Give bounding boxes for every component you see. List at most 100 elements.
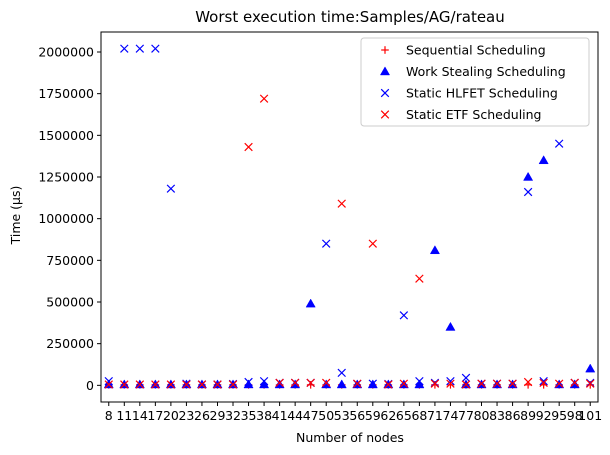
x-tick-label: 38 [256,408,272,423]
legend-box [360,37,590,127]
data-point [259,376,269,386]
data-point [399,379,409,388]
data-point [337,368,346,378]
data-point [305,298,316,308]
y-tick-label: 1500000 [38,128,94,143]
data-point [135,44,145,53]
x-tick-label: 92 [536,408,552,423]
data-point [399,311,409,320]
x-tick-label: 98 [567,408,583,423]
data-point [182,380,191,389]
x-tick-label: 50 [318,408,334,423]
data-point [151,380,160,389]
y-tick-label: 500000 [46,295,94,310]
y-tick-label: 0 [86,378,94,393]
data-point [415,274,424,283]
data-point [120,44,129,53]
data-point [336,379,347,389]
x-tick-label: 65 [396,408,412,423]
legend-marker [380,110,390,119]
x-tick-label: 59 [365,408,381,423]
data-point [197,380,207,389]
x-tick-label: 35 [241,408,257,423]
chart-title: Worst execution time:Samples/AG/rateau [195,8,505,26]
data-point [523,171,534,181]
data-point [523,187,533,197]
x-tick-label: 14 [132,408,148,423]
data-point [461,380,471,389]
data-point [430,379,440,388]
x-tick-label: 11 [116,408,132,423]
data-point [321,239,331,248]
x-tick-label: 56 [349,408,365,423]
data-point [539,376,548,386]
x-tick-label: 44 [287,408,303,423]
data-point [244,142,253,152]
x-tick-label: 8 [105,408,113,423]
data-point [538,155,549,165]
y-tick-label: 1250000 [38,170,94,185]
legend-label: Static HLFET Scheduling [406,86,558,101]
axes-frame [100,31,599,403]
legend-label: Sequential Scheduling [406,43,546,58]
data-point [321,378,331,388]
x-tick-label: 20 [163,408,179,423]
x-tick-label: 23 [178,408,194,423]
plot-area: 0 250000 500000 750000 1000000 1250000 1500000… [38,31,602,423]
x-tick-label: 47 [303,408,319,423]
data-point [104,376,113,386]
x-tick-label: 26 [194,408,210,423]
x-tick-label: 62 [380,408,396,423]
y-axis-label: Time (µs) [8,186,23,246]
data-point [477,379,486,388]
x-tick-label: 74 [443,408,459,423]
x-tick-label: 83 [489,408,505,423]
data-point [337,199,346,208]
data-point [445,321,456,331]
legend-marker [380,88,390,98]
y-tick-label: 250000 [46,336,94,351]
legend-marker [381,46,389,54]
y-tick-label: 1000000 [38,211,94,226]
data-point [570,378,579,388]
x-tick-label: 41 [272,408,288,423]
data-point [306,378,315,388]
data-point [461,373,471,383]
data-point [228,380,238,389]
data-point [384,380,393,389]
data-point [368,239,378,248]
data-point [368,379,378,388]
x-tick-label: 101 [578,408,602,423]
x-tick-label: 86 [505,408,521,423]
y-tick-label: 2000000 [38,45,94,60]
data-point [446,376,455,386]
data-point [539,378,548,388]
y-tick-label: 1750000 [38,86,94,101]
x-tick-label: 32 [225,408,241,423]
legend-label: Static ETF Scheduling [406,107,542,122]
data-point [554,139,564,148]
x-tick-label: 77 [458,408,474,423]
data-point [166,380,176,389]
x-tick-label: 53 [334,408,350,423]
data-point [166,184,176,193]
x-tick-label: 71 [427,408,443,423]
data-point [104,380,113,389]
x-tick-label: 17 [147,408,163,423]
data-point [213,380,222,389]
data-point [446,379,455,388]
series-3 [104,94,595,389]
x-tick-label: 68 [411,408,427,423]
data-point [586,379,595,388]
x-tick-label: 95 [551,408,567,423]
x-tick-label: 29 [210,408,226,423]
data-point [415,376,424,386]
legend: Sequential Scheduling Work Stealing Sched… [360,37,590,127]
data-point [508,379,517,388]
data-point [446,381,455,389]
data-point [275,378,284,388]
data-point [585,363,596,373]
x-axis-label: Number of nodes [296,430,404,445]
